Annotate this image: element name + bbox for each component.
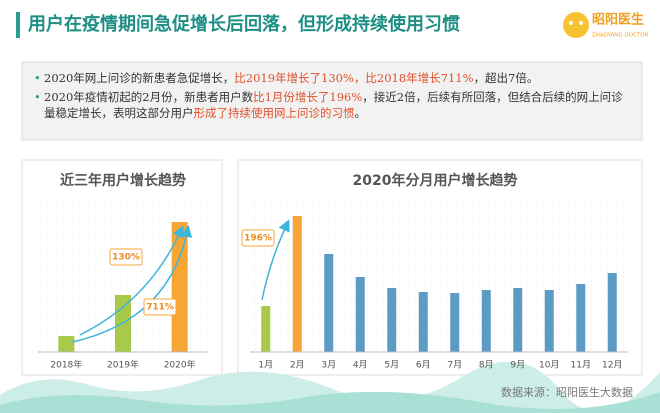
- bar: [58, 336, 75, 352]
- bullet-text: 形成了持续使用网上问诊的习惯: [193, 106, 355, 120]
- x-tick-label: 10月: [539, 360, 559, 371]
- x-tick-label: 6月: [416, 360, 431, 371]
- bar: [513, 288, 523, 352]
- wave: [0, 361, 660, 413]
- bullet-text: 比1月份增长了196%: [253, 90, 363, 104]
- x-tick-label: 2月: [290, 360, 305, 371]
- chart-title: 近三年用户增长趋势: [60, 172, 186, 189]
- source: 数据来源：昭阳医生大数据: [501, 385, 633, 399]
- page-title: 用户在疫情期间急促增长后回落，但形成持续使用习惯: [28, 13, 460, 35]
- bar: [544, 290, 554, 352]
- bar: [607, 273, 617, 352]
- x-tick-label: 2019年: [107, 359, 139, 371]
- bullet: 2020年疫情初起的2月份，新患者用户数比1月份增长了196%，接近2倍，后续有…: [34, 89, 634, 121]
- bar: [324, 254, 334, 352]
- x-tick-label: 5月: [384, 360, 399, 371]
- x-tick-label: 8月: [479, 360, 494, 371]
- bullet-text: ，接近2倍，后续有所回落，但结合后续的网上问诊量稳定增长，表明这部分用户: [44, 90, 623, 120]
- bullet-text: 比2019年增长了130%，比2018年增长711%: [234, 71, 474, 85]
- annotation-box: [241, 229, 275, 247]
- bar: [355, 277, 365, 352]
- bar: [387, 288, 397, 352]
- annotation: 711%: [146, 303, 174, 313]
- x-tick-label: 9月: [510, 360, 525, 371]
- bullets: 2020年网上问诊的新患者急促增长，比2019年增长了130%，比2018年增长…: [34, 70, 634, 121]
- bar: [450, 293, 460, 352]
- bullet: 2020年网上问诊的新患者急促增长，比2019年增长了130%，比2018年增长…: [34, 70, 634, 86]
- bullet-text: ，超出7倍。: [473, 71, 539, 85]
- trend-arrow: [261, 219, 290, 301]
- x-tick-label: 2018年: [50, 359, 82, 371]
- annotation-box: [109, 248, 143, 266]
- annotation-box: [143, 298, 177, 316]
- x-tick-label: 4月: [353, 360, 368, 371]
- logo-subtitle: ZHAOYANG DOCTOR: [592, 33, 649, 39]
- wave: [0, 391, 660, 413]
- x-tick-label: 11月: [571, 360, 591, 371]
- x-tick-label: 2020年: [164, 359, 196, 371]
- annotation: 130%: [112, 253, 140, 263]
- bar: [418, 292, 428, 352]
- trend-arrow: [79, 225, 184, 336]
- logo-name: 昭阳医生: [592, 12, 644, 28]
- bullet-text: 2020年疫情初起的2月份，新患者用户数: [44, 90, 254, 104]
- bar: [481, 290, 491, 352]
- bar: [292, 216, 302, 352]
- grid: [250, 200, 628, 352]
- bar: [261, 306, 271, 352]
- x-tick-label: 7月: [447, 360, 462, 371]
- logo-icon: [563, 12, 589, 38]
- chart-title: 2020年分月用户增长趋势: [353, 172, 518, 189]
- bar: [171, 222, 188, 352]
- bullet-text: 2020年网上问诊的新患者急促增长，: [44, 71, 235, 85]
- x-tick-label: 3月: [321, 360, 336, 371]
- annotation: 196%: [244, 234, 272, 244]
- x-tick-label: 12月: [602, 360, 622, 371]
- title-accent: [16, 12, 20, 38]
- x-tick-label: 1月: [258, 360, 273, 371]
- bar: [576, 284, 586, 352]
- bullet-text: 。: [354, 106, 367, 120]
